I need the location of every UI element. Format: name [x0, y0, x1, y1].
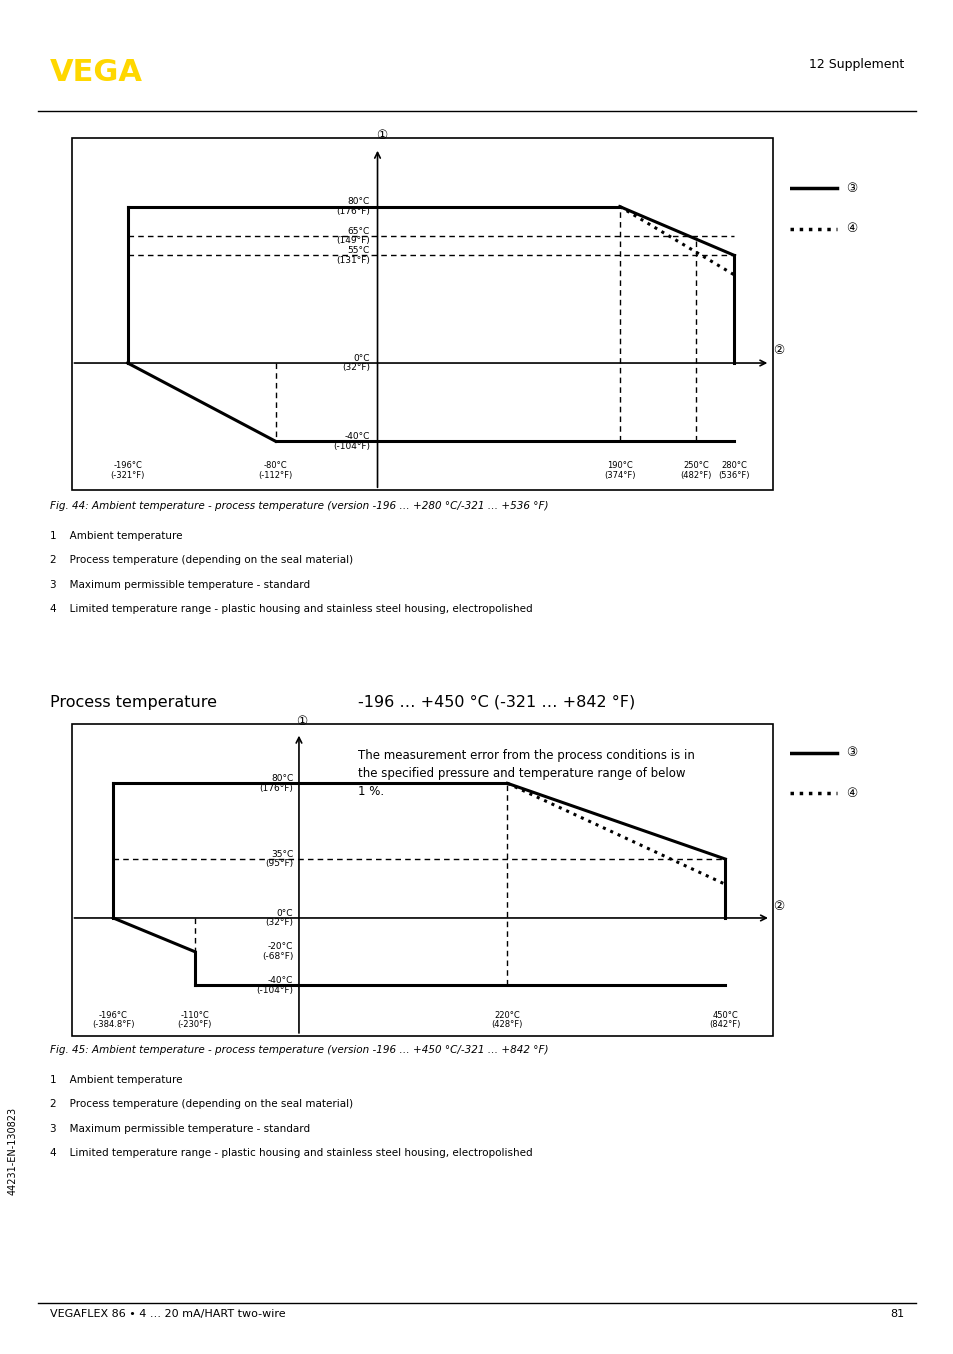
- Text: -110°C
(-230°F): -110°C (-230°F): [177, 1010, 212, 1029]
- Text: 0°C
(32°F): 0°C (32°F): [265, 909, 293, 927]
- Text: ①: ①: [295, 715, 307, 727]
- Text: -196 … +450 °C (-321 … +842 °F): -196 … +450 °C (-321 … +842 °F): [357, 695, 635, 709]
- Text: 80°C
(176°F): 80°C (176°F): [335, 198, 370, 215]
- Text: -196°C
(-321°F): -196°C (-321°F): [111, 460, 145, 479]
- Text: 450°C
(842°F): 450°C (842°F): [709, 1010, 740, 1029]
- Text: ③: ③: [844, 746, 856, 760]
- Text: ③: ③: [844, 181, 856, 195]
- Text: Process temperature: Process temperature: [50, 695, 216, 709]
- Text: VEGAFLEX 86 • 4 … 20 mA/HART two-wire: VEGAFLEX 86 • 4 … 20 mA/HART two-wire: [50, 1309, 285, 1319]
- Text: Fig. 45: Ambient temperature - process temperature (version -196 … +450 °C/-321 : Fig. 45: Ambient temperature - process t…: [50, 1045, 548, 1055]
- Text: 250°C
(482°F): 250°C (482°F): [679, 460, 711, 479]
- Text: Fig. 44: Ambient temperature - process temperature (version -196 … +280 °C/-321 : Fig. 44: Ambient temperature - process t…: [50, 501, 548, 510]
- Text: 3    Maximum permissible temperature - standard: 3 Maximum permissible temperature - stan…: [50, 580, 310, 589]
- Text: 220°C
(428°F): 220°C (428°F): [491, 1010, 522, 1029]
- Text: 3    Maximum permissible temperature - standard: 3 Maximum permissible temperature - stan…: [50, 1124, 310, 1133]
- Text: -196°C
(-384.8°F): -196°C (-384.8°F): [91, 1010, 134, 1029]
- Text: 80°C
(176°F): 80°C (176°F): [259, 774, 293, 792]
- Text: 4    Limited temperature range - plastic housing and stainless steel housing, el: 4 Limited temperature range - plastic ho…: [50, 1148, 532, 1158]
- Text: 12 Supplement: 12 Supplement: [808, 58, 903, 72]
- Text: -40°C
(-104°F): -40°C (-104°F): [333, 432, 370, 451]
- Text: 190°C
(374°F): 190°C (374°F): [603, 460, 635, 479]
- Text: 1    Ambient temperature: 1 Ambient temperature: [50, 531, 182, 540]
- Text: 4    Limited temperature range - plastic housing and stainless steel housing, el: 4 Limited temperature range - plastic ho…: [50, 604, 532, 613]
- Text: 35°C
(95°F): 35°C (95°F): [265, 850, 293, 868]
- Text: 44231-EN-130823: 44231-EN-130823: [8, 1106, 17, 1196]
- Text: 81: 81: [889, 1309, 903, 1319]
- Text: 65°C
(149°F): 65°C (149°F): [335, 226, 370, 245]
- Text: 0°C
(32°F): 0°C (32°F): [341, 353, 370, 372]
- Text: -20°C
(-68°F): -20°C (-68°F): [262, 942, 293, 961]
- Text: ④: ④: [844, 222, 856, 236]
- Text: 2    Process temperature (depending on the seal material): 2 Process temperature (depending on the …: [50, 555, 353, 565]
- Text: ①: ①: [375, 129, 387, 142]
- Text: 2    Process temperature (depending on the seal material): 2 Process temperature (depending on the …: [50, 1099, 353, 1109]
- Text: -80°C
(-112°F): -80°C (-112°F): [258, 460, 293, 479]
- Text: 280°C
(536°F): 280°C (536°F): [718, 460, 749, 479]
- Text: ②: ②: [772, 900, 783, 913]
- Text: The measurement error from the process conditions is in
the specified pressure a: The measurement error from the process c…: [357, 749, 694, 798]
- Text: 1    Ambient temperature: 1 Ambient temperature: [50, 1075, 182, 1085]
- Text: ②: ②: [772, 344, 783, 357]
- Text: -40°C
(-104°F): -40°C (-104°F): [256, 976, 293, 995]
- Text: 55°C
(131°F): 55°C (131°F): [335, 246, 370, 265]
- Text: VEGA: VEGA: [50, 58, 142, 87]
- Text: ④: ④: [844, 787, 856, 800]
